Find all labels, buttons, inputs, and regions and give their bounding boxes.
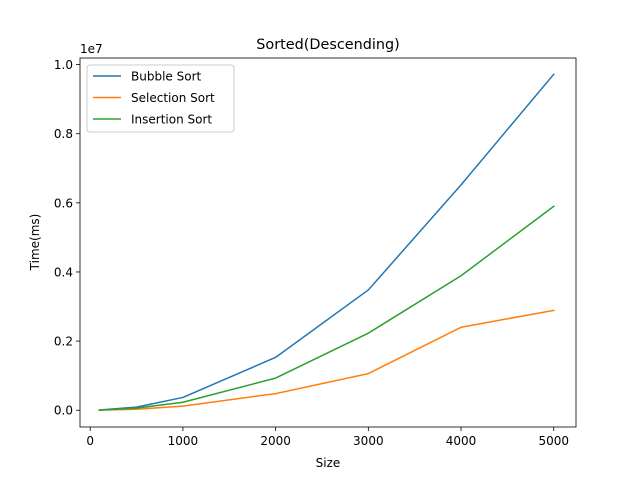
axis-ticks: 0 1000 2000 3000 4000 5000 0.0 0.2 0.4 0.6 0.8 1.0 [54,58,569,448]
series-lines [98,73,555,411]
y-axis-label: Time(ms) [28,214,42,272]
x-tick-label: 2000 [260,434,291,448]
x-tick-label: 3000 [353,434,384,448]
y-tick-label: 0.2 [54,335,73,349]
legend-box [86,64,235,133]
x-tick-label: 1000 [168,434,199,448]
legend: Bubble Sort Selection Sort Insertion Sort [86,64,235,133]
y-tick-label: 0.0 [54,404,73,418]
x-axis-label: Size [316,456,341,470]
x-tick-label: 4000 [446,434,477,448]
y-tick-label: 0.8 [54,127,73,141]
chart-title: Sorted(Descending) [256,37,399,53]
y-tick-label: 0.4 [54,265,73,279]
plot-frame [79,57,577,428]
series-line-selection-sort [98,309,555,411]
legend-label: Bubble Sort [131,70,201,84]
legend-label: Insertion Sort [131,113,212,127]
x-tick-label: 0 [86,434,94,448]
legend-label: Selection Sort [131,91,215,105]
y-tick-label: 1.0 [54,58,73,72]
y-tick-label: 0.6 [54,196,73,210]
y-offset-label: 1e7 [80,42,103,56]
series-line-insertion-sort [98,205,555,411]
x-tick-label: 5000 [538,434,569,448]
series-line-bubble-sort [98,73,555,411]
